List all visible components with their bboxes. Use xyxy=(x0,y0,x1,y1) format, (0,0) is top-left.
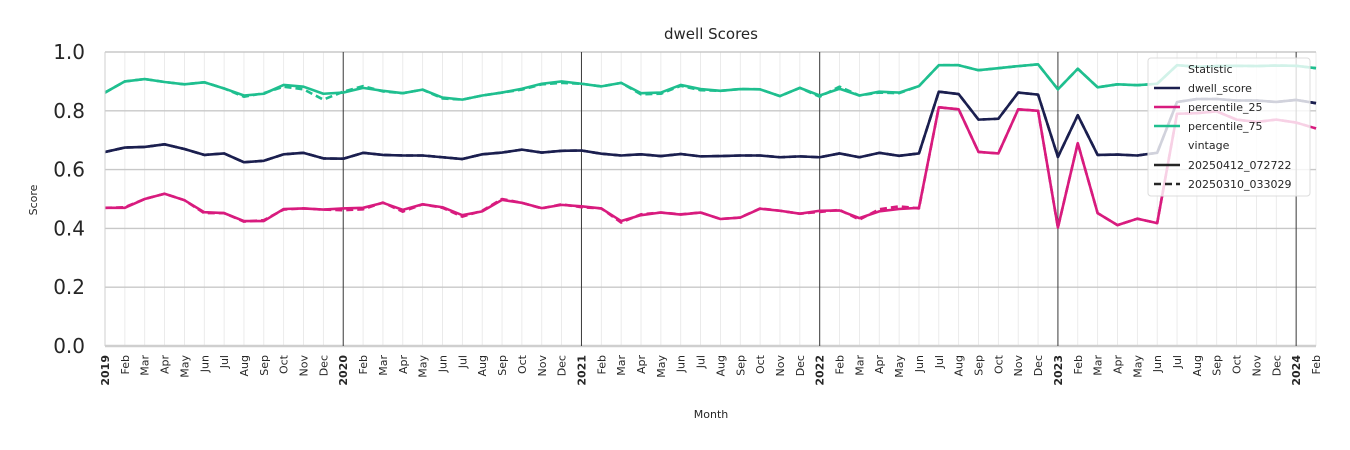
x-tick-label: Mar xyxy=(615,355,628,376)
x-tick-label: Dec xyxy=(1032,355,1045,376)
x-tick-label: Feb xyxy=(1310,355,1323,374)
x-tick-year-label: 2019 xyxy=(99,355,112,386)
legend-title-vintage: vintage xyxy=(1188,139,1230,152)
x-tick-label: May xyxy=(417,355,430,378)
x-tick-label: Jul xyxy=(695,355,708,369)
legend-label: dwell_score xyxy=(1188,82,1252,95)
y-tick-label: 0.2 xyxy=(53,275,85,299)
x-tick-label: Jul xyxy=(456,355,469,369)
x-tick-label: Aug xyxy=(714,355,727,376)
x-tick-label: Sep xyxy=(973,355,986,376)
x-tick-label: Nov xyxy=(1012,355,1025,377)
x-tick-year-label: 2023 xyxy=(1052,355,1065,386)
x-tick-label: Mar xyxy=(139,355,152,376)
x-tick-label: Sep xyxy=(734,355,747,376)
percentile_75-dashed-line xyxy=(104,63,1317,101)
x-tick-label: Jul xyxy=(218,355,231,369)
percentile_75-solid-line xyxy=(104,63,1317,101)
y-axis-label: Score xyxy=(27,184,40,215)
x-tick-label: Aug xyxy=(238,355,251,376)
x-tick-label: Jul xyxy=(933,355,946,369)
x-tick-label: Feb xyxy=(1072,355,1085,374)
x-tick-label: Aug xyxy=(953,355,966,376)
y-tick-label: 0.8 xyxy=(53,99,85,123)
x-tick-label: Dec xyxy=(317,355,330,376)
x-tick-label: Oct xyxy=(516,354,529,374)
x-tick-label: Aug xyxy=(1191,355,1204,376)
y-tick-label: 1.0 xyxy=(53,40,85,64)
x-tick-label: Jun xyxy=(913,355,926,373)
x-tick-label: Jun xyxy=(675,355,688,373)
x-tick-label: Jun xyxy=(198,355,211,373)
x-tick-label: Apr xyxy=(635,355,648,375)
x-tick-label: Dec xyxy=(1270,355,1283,376)
x-tick-label: Feb xyxy=(357,355,370,374)
x-tick-label: Oct xyxy=(754,354,767,374)
x-tick-label: Feb xyxy=(834,355,847,374)
axes: 0.0 0.2 0.4 0.6 0.8 1.0 2019 Feb Mar Apr May Jun Jul… xyxy=(53,40,1323,386)
x-tick-label: Nov xyxy=(536,355,549,377)
y-tick-label: 0.6 xyxy=(53,158,85,182)
y-tick-label: 0.0 xyxy=(53,334,85,358)
legend-label: 20250412_072722 xyxy=(1188,159,1291,172)
x-tick-label: Oct xyxy=(1231,354,1244,374)
x-tick-label: Feb xyxy=(119,355,132,374)
x-tick-label: Apr xyxy=(159,355,172,375)
legend-label: percentile_75 xyxy=(1188,120,1263,133)
x-tick-label: May xyxy=(893,355,906,378)
x-tick-label: Apr xyxy=(873,355,886,375)
x-tick-label: May xyxy=(1131,355,1144,378)
x-tick-label: Sep xyxy=(496,355,509,376)
x-tick-label: Oct xyxy=(278,354,291,374)
x-tick-label: May xyxy=(655,355,668,378)
x-tick-label: Feb xyxy=(595,355,608,374)
x-tick-label: Dec xyxy=(556,355,569,376)
x-tick-label: Oct xyxy=(992,354,1005,374)
x-tick-label: Mar xyxy=(377,355,390,376)
x-tick-label: Sep xyxy=(258,355,271,376)
x-tick-label: Sep xyxy=(1211,355,1224,376)
x-tick-year-label: 2022 xyxy=(814,355,827,386)
x-tick-label: Nov xyxy=(1250,355,1263,377)
series-layer xyxy=(104,63,1317,229)
legend-box xyxy=(1147,57,1311,197)
x-tick-label: Jul xyxy=(1171,355,1184,369)
dwell_score-solid-line xyxy=(104,90,1317,164)
x-tick-label: Nov xyxy=(774,355,787,377)
x-tick-label: May xyxy=(178,355,191,378)
x-tick-year-label: 2020 xyxy=(337,355,350,386)
y-tick-label: 0.4 xyxy=(53,216,85,240)
chart-title: dwell Scores xyxy=(664,25,758,43)
grid xyxy=(104,51,1317,348)
legend-title-statistic: Statistic xyxy=(1188,63,1233,76)
x-tick-label: Jun xyxy=(1151,355,1164,373)
x-tick-label: Nov xyxy=(298,355,311,377)
legend: Statistic dwell_score percentile_25percent… xyxy=(1147,57,1311,197)
x-tick-year-label: 2021 xyxy=(575,355,588,386)
x-tick-label: Mar xyxy=(853,355,866,376)
x-tick-label: Aug xyxy=(476,355,489,376)
x-tick-label: Dec xyxy=(794,355,807,376)
x-tick-label: Apr xyxy=(1111,355,1124,375)
x-tick-label: Mar xyxy=(1092,355,1105,376)
dwell_score-dashed-line xyxy=(104,90,1317,164)
legend-label: percentile_25 xyxy=(1188,101,1263,114)
x-tick-label: Jun xyxy=(436,355,449,373)
legend-label: 20250310_033029 xyxy=(1188,178,1291,191)
x-tick-label: Apr xyxy=(397,355,410,375)
percentile_25-dashed-line xyxy=(104,105,1317,229)
x-axis-label: Month xyxy=(694,408,729,421)
x-tick-year-label: 2024 xyxy=(1290,355,1303,386)
